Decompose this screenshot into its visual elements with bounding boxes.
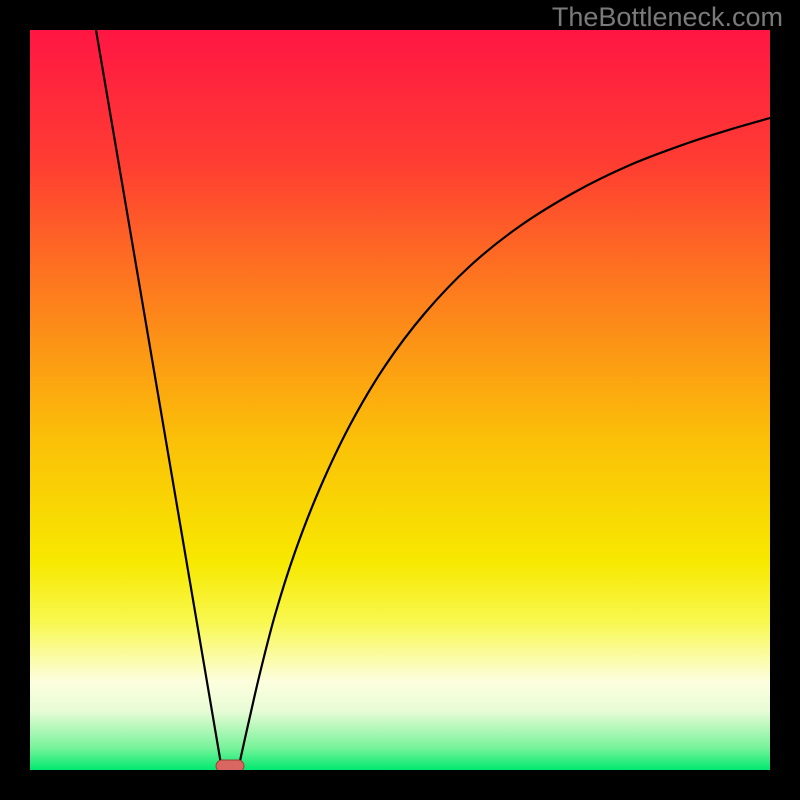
optimal-marker [216, 760, 244, 770]
chart-curve [30, 30, 770, 770]
curve-right-branch [238, 118, 770, 770]
curve-left-branch [96, 30, 222, 770]
plot-area [30, 30, 770, 770]
watermark-text: TheBottleneck.com [552, 2, 783, 33]
